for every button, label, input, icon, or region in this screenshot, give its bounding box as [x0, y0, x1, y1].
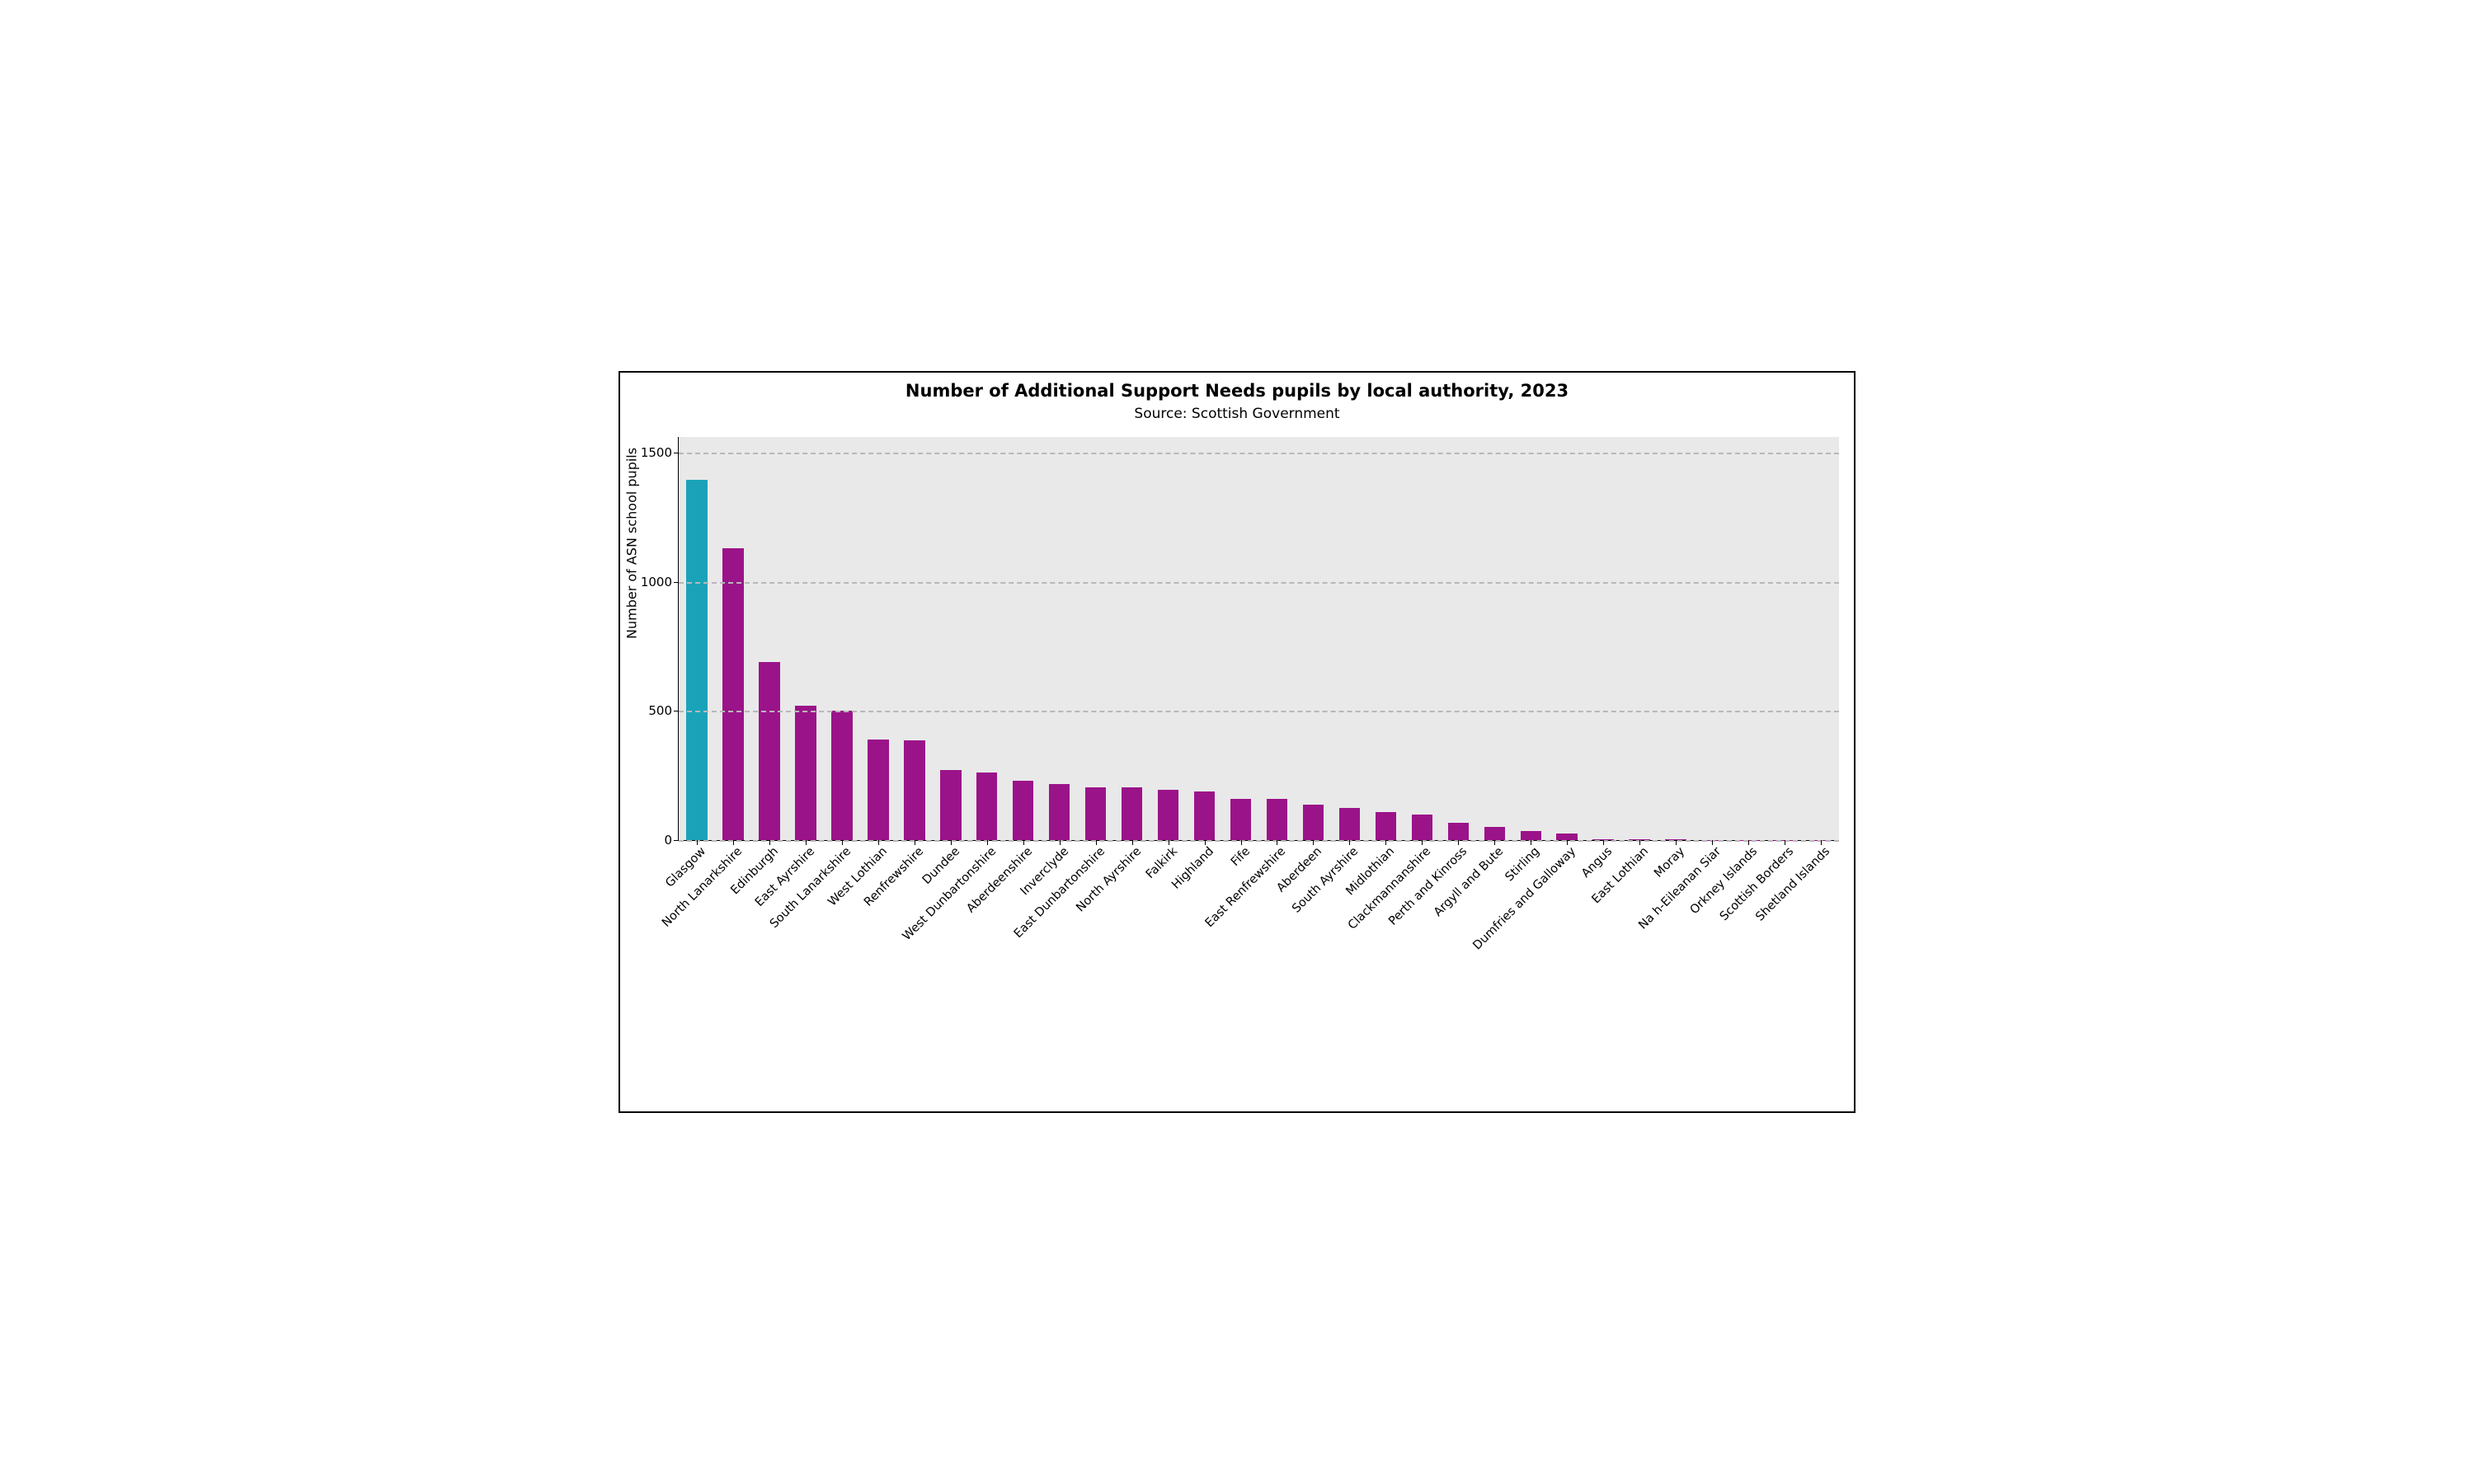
xtick-mark [1060, 840, 1061, 845]
bar [1085, 787, 1107, 840]
ytick-mark [674, 840, 679, 841]
bar [1376, 812, 1397, 840]
xtick-mark [697, 840, 698, 845]
bar [759, 662, 780, 840]
xtick-mark [1639, 840, 1640, 845]
xtick-mark [987, 840, 988, 845]
xtick-mark [1132, 840, 1133, 845]
xtick-mark [769, 840, 770, 845]
bar [795, 706, 816, 840]
xtick-mark [806, 840, 807, 845]
chart-figure: Number of Additional Support Needs pupil… [618, 371, 1856, 1113]
xtick-mark [1385, 840, 1386, 845]
xtick-mark [1821, 840, 1822, 845]
xtick-mark [1458, 840, 1459, 845]
y-axis-label: Number of ASN school pupils [624, 448, 640, 639]
bar [1158, 790, 1179, 840]
xtick-mark [842, 840, 843, 845]
bar [1194, 791, 1216, 840]
bar [1556, 834, 1578, 840]
xtick-mark [1313, 840, 1314, 845]
chart-subtitle: Source: Scottish Government [620, 406, 1854, 422]
bar [1122, 787, 1143, 840]
gridline [679, 840, 1839, 842]
bar [868, 740, 889, 840]
ytick-mark [674, 582, 679, 583]
xtick-mark [1205, 840, 1206, 845]
gridline [679, 711, 1839, 712]
bar [1521, 831, 1542, 840]
bar [1303, 805, 1324, 840]
bar [1049, 784, 1070, 840]
gridline [679, 453, 1839, 454]
bar [831, 711, 853, 840]
bar [1013, 781, 1034, 840]
xtick-mark [1603, 840, 1604, 845]
gridline [679, 582, 1839, 584]
xtick-mark [733, 840, 734, 845]
bar [940, 770, 962, 840]
plot-area: 050010001500GlasgowNorth LanarkshireEdin… [678, 437, 1839, 841]
xtick-mark [1494, 840, 1495, 845]
bar [1448, 823, 1470, 840]
bar [1484, 827, 1506, 840]
xtick-mark [951, 840, 952, 845]
xtick-mark [1422, 840, 1423, 845]
xtick-mark [878, 840, 879, 845]
bar [904, 740, 925, 840]
xtick-mark [1096, 840, 1097, 845]
xtick-mark [1349, 840, 1350, 845]
xtick-mark [1023, 840, 1024, 845]
chart-title: Number of Additional Support Needs pupil… [620, 381, 1854, 401]
xtick-mark [1748, 840, 1749, 845]
xtick-label: Fife [1225, 840, 1253, 869]
xtick-mark [1567, 840, 1568, 845]
bar [1230, 799, 1252, 840]
bar [722, 548, 744, 840]
bars-container [679, 437, 1839, 840]
bar [1412, 815, 1433, 840]
bar [1267, 799, 1288, 840]
xtick-mark [1241, 840, 1242, 845]
xtick-mark [1676, 840, 1677, 845]
xtick-mark [1712, 840, 1713, 845]
bar [686, 480, 708, 840]
bar [976, 773, 998, 840]
bar [1339, 808, 1361, 840]
